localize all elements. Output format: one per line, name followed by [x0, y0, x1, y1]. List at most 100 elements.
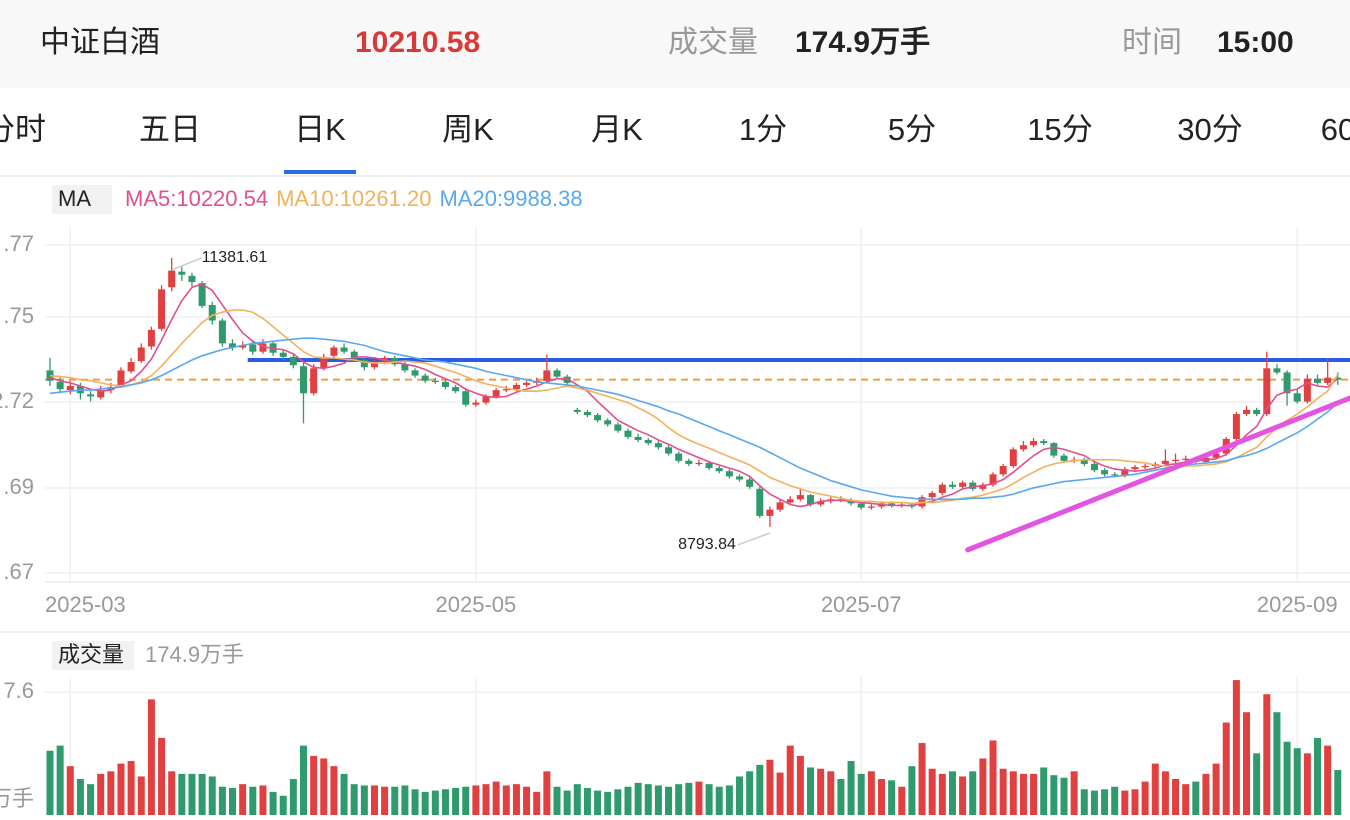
volume-bar [360, 785, 368, 815]
volume-bar [147, 699, 155, 815]
volume-bar [1111, 786, 1119, 815]
volume-bar [1253, 753, 1261, 815]
volume: 174.9万手 [795, 26, 930, 59]
candle-body [1030, 441, 1038, 446]
candle-body [472, 402, 480, 405]
candle-body [1263, 368, 1271, 415]
volume-bar [1019, 773, 1027, 815]
volume-bar [979, 758, 987, 815]
volume-bar [1009, 771, 1017, 815]
candle-body [158, 289, 166, 329]
volume-bar [249, 786, 257, 815]
y-tick-label: 7.6 [3, 678, 34, 703]
candle-body [218, 320, 226, 344]
volume-bar [837, 779, 845, 815]
volume-bar [208, 776, 216, 815]
candle-body [279, 352, 287, 357]
candle-body [685, 460, 693, 464]
tab[interactable]: 分时 [0, 112, 46, 147]
candle-body [766, 509, 774, 516]
candle-body [583, 411, 591, 416]
tab[interactable]: 60 [1321, 112, 1350, 147]
volume-bar [888, 780, 896, 815]
tab[interactable]: 30分 [1177, 112, 1242, 147]
volume-bar [1101, 789, 1109, 815]
candle-body [1273, 368, 1281, 373]
tab[interactable]: 月K [591, 112, 643, 147]
candle-body [127, 362, 135, 372]
trendline [965, 395, 1350, 553]
volume-bar [279, 795, 287, 815]
volume-bar [1263, 694, 1271, 815]
volume-bar [786, 745, 794, 815]
volume-bar [198, 773, 206, 815]
volume-label: 成交量 [668, 26, 758, 59]
volume-bar [604, 791, 612, 815]
tab[interactable]: 周K [442, 112, 494, 147]
tab[interactable]: 5分 [888, 112, 936, 147]
volume-bar [137, 776, 145, 815]
volume-bar [97, 773, 105, 815]
ma-line [49, 283, 1339, 508]
candle-body [604, 420, 612, 425]
annotation-leader [171, 257, 202, 271]
volume-bar [370, 785, 378, 815]
tab[interactable]: 1分 [739, 112, 787, 147]
volume-bar [178, 773, 186, 815]
volume-bar [411, 789, 419, 815]
candle-body [482, 396, 490, 403]
candle-body [147, 329, 155, 347]
volume-bar [948, 771, 956, 815]
candle-body [1111, 474, 1119, 476]
candle-body [1293, 393, 1301, 402]
candle-body [249, 344, 257, 352]
tab[interactable]: 日K [294, 112, 346, 147]
volume-bar [969, 771, 977, 815]
candle-body [736, 476, 744, 480]
candle-body [198, 283, 206, 306]
candle-body [776, 502, 784, 510]
tab[interactable]: 15分 [1027, 112, 1092, 147]
volume-bar [482, 784, 490, 815]
candle-body [1243, 409, 1251, 415]
candle-body [330, 347, 338, 356]
volume-bar [1212, 763, 1220, 815]
volume-bar [66, 766, 74, 815]
volume-bar [1070, 771, 1078, 815]
volume-box [52, 641, 134, 670]
volume-bar [614, 789, 622, 815]
candle-body [401, 364, 409, 371]
volume-bar [1182, 784, 1190, 815]
volume-bar [989, 740, 997, 815]
volume-bar [492, 781, 500, 815]
candle-body [46, 370, 54, 381]
volume-bar [736, 776, 744, 815]
volume-bar [1243, 712, 1251, 815]
candle-body [1283, 372, 1291, 394]
volume-bar [330, 766, 338, 815]
volume-bar [563, 790, 571, 815]
candle-body [1314, 378, 1321, 383]
volume-bar [462, 786, 470, 815]
candle-body [168, 270, 176, 288]
candle-body [624, 430, 632, 437]
candle-body [1131, 467, 1139, 470]
tab[interactable]: 五日 [139, 112, 201, 147]
volume-bar [1293, 748, 1301, 815]
candle-body [1253, 409, 1261, 415]
candle-body [959, 482, 967, 487]
candle-body [370, 362, 378, 368]
volume-bar [269, 791, 277, 815]
candle-body [1141, 466, 1149, 468]
volume-bar [1060, 777, 1068, 815]
candle-body [502, 389, 510, 391]
volume-bar [715, 786, 723, 815]
volume-bar [685, 782, 693, 815]
candle-body [289, 356, 297, 366]
candle-body [310, 368, 318, 394]
candle-body [725, 471, 733, 477]
candle-body [594, 415, 602, 421]
volume-bar [127, 761, 135, 815]
volume-bar [857, 773, 865, 815]
candle-body [695, 462, 703, 465]
